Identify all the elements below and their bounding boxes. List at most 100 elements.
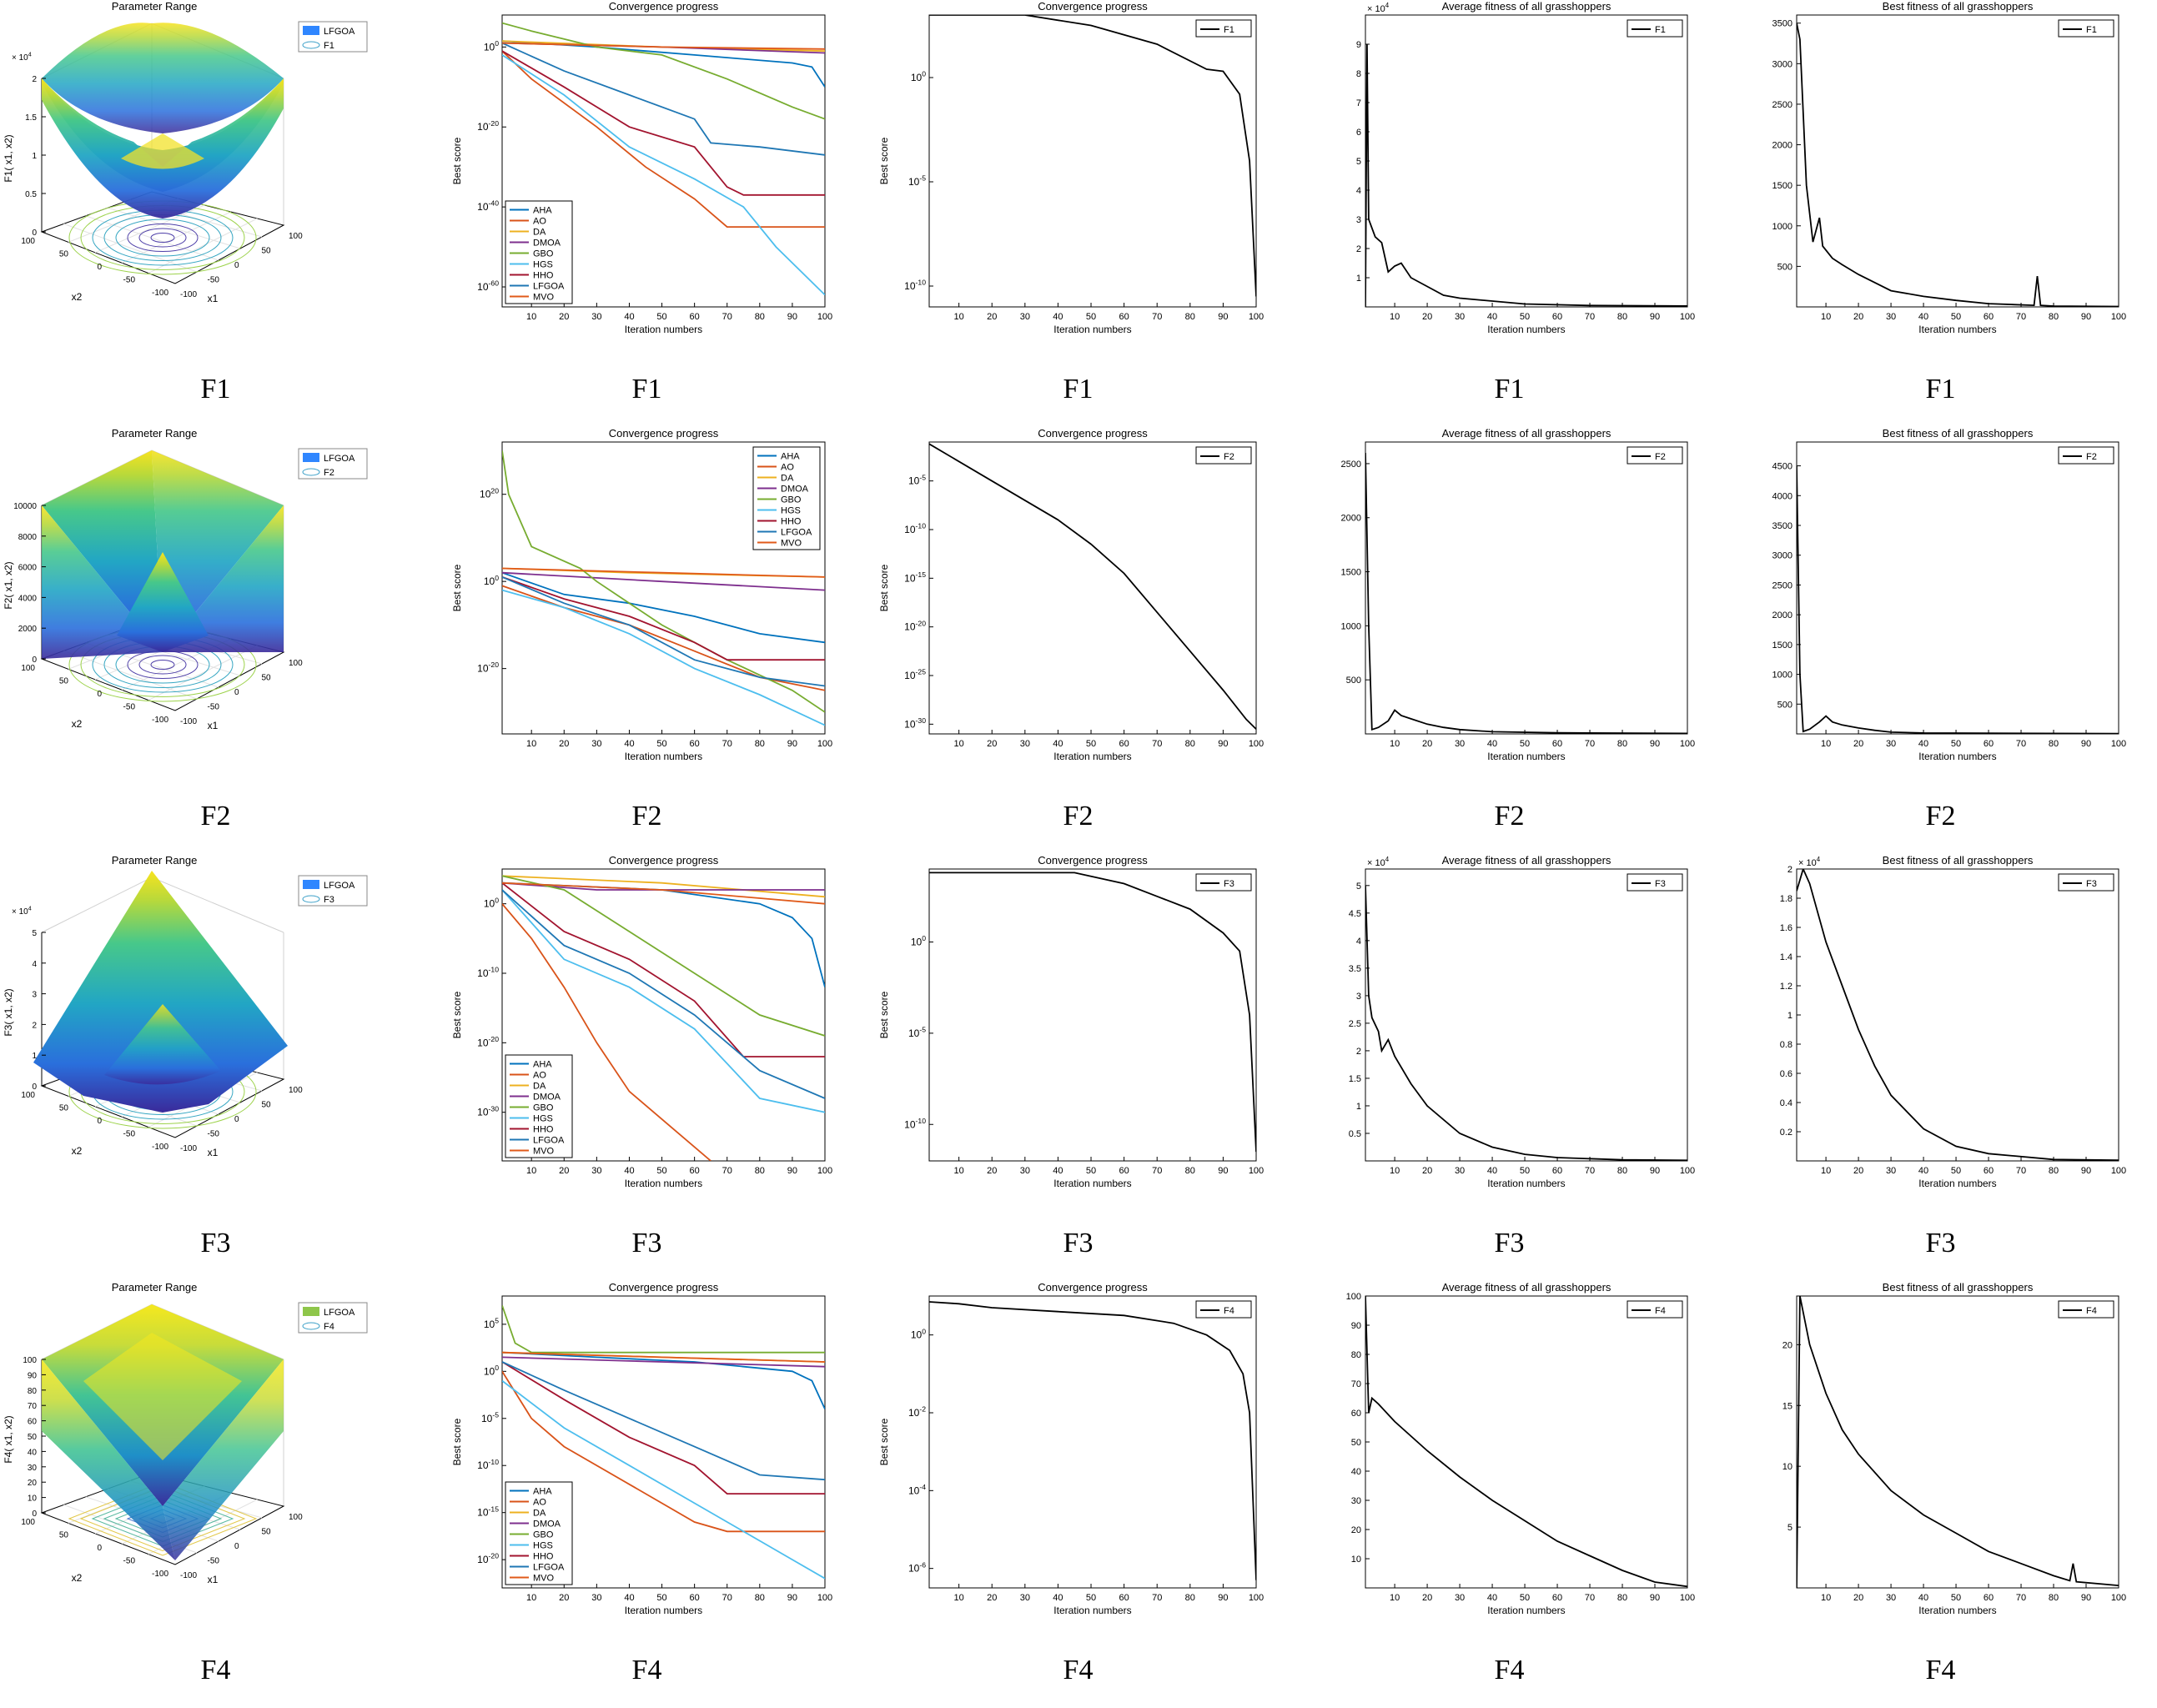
- series-line-f1: [1365, 43, 1687, 307]
- y-tick-label: 10-6: [908, 1560, 926, 1574]
- panel-f3-col5: Best fitness of all grasshoppers 10 20 30 40…: [1725, 854, 2156, 1281]
- y-tick-label: 10: [1351, 1555, 1361, 1565]
- x-tick-label: 70: [2016, 739, 2026, 749]
- y-tick-label: 100: [911, 934, 926, 947]
- series-line-mvo: [502, 42, 825, 50]
- series-group: [1365, 43, 1687, 307]
- series-line-mvo: [502, 567, 825, 578]
- y-tick-label: 10-5: [908, 473, 926, 486]
- y-tick-label: 10-20: [477, 119, 499, 133]
- surface-center: [117, 552, 209, 652]
- y-tick-label: 10-30: [904, 716, 926, 730]
- x-tick-label: 50: [656, 1166, 666, 1176]
- panel-caption: F3: [200, 1228, 231, 1258]
- legend-label: DA: [533, 1082, 546, 1092]
- x-tick-label: 30: [1020, 1166, 1030, 1176]
- y-tick-label: 8: [1356, 69, 1361, 79]
- contour-line: [127, 651, 199, 679]
- x-tick-label: 30: [1455, 739, 1465, 749]
- z-tick-label: 90: [28, 1371, 38, 1380]
- series-group: [1797, 869, 2119, 1161]
- surface-wing: [42, 450, 163, 652]
- x-tick-label: 30: [591, 1166, 601, 1176]
- plot-frame: [1365, 868, 1688, 1162]
- x-tick-label: 80: [2049, 739, 2059, 749]
- x-tick-label: 30: [1886, 1166, 1896, 1176]
- x-axis-label: Iteration numbers: [625, 1605, 702, 1616]
- panel-f2-col4: Average fitness of all grasshoppers 10 20 3…: [1294, 427, 1725, 854]
- x-tick-label: 20: [559, 1593, 569, 1603]
- y-tick-label: 1.6: [1780, 923, 1792, 933]
- x-tick-label: -50: [208, 703, 220, 712]
- y-tick-label: 10-10: [477, 966, 499, 979]
- x-tick-label: 100: [1249, 1593, 1264, 1603]
- series-line-ao: [502, 1370, 825, 1533]
- x-tick-label: 70: [722, 1166, 732, 1176]
- x-axis-label: Iteration numbers: [1053, 1178, 1131, 1189]
- z-tick-label: 4: [32, 960, 37, 969]
- x-tick-label: -100: [180, 1571, 197, 1580]
- panel-f2-col2: Convergence progress 10 20 30 40 50 60 70 80 90 10…: [431, 427, 862, 854]
- plot-frame: [1796, 441, 2119, 735]
- legend-label: GBO: [533, 1103, 554, 1113]
- x-tick-label: 60: [1119, 312, 1129, 322]
- z-tick-label: 0.5: [25, 190, 37, 199]
- y-tick-label: 50: [59, 1104, 69, 1113]
- x-tick-label: 50: [1951, 1166, 1961, 1176]
- panel-f1-col2: Convergence progress 10 20 30 40 50 60 70 80 90 10…: [431, 0, 862, 427]
- panel-f3-col4: Average fitness of all grasshoppers 10 20 3…: [1294, 854, 1725, 1281]
- x-tick-label: 90: [787, 1166, 797, 1176]
- legend-label: GBO: [781, 495, 802, 505]
- x-tick-label: 50: [1951, 312, 1961, 322]
- z-tick-label: 1: [32, 152, 37, 161]
- legend-box: [2058, 1300, 2114, 1319]
- x-tick-label: 100: [1249, 312, 1264, 322]
- x-tick-label: 90: [2081, 1593, 2091, 1603]
- x-tick-label: 40: [1487, 739, 1497, 749]
- y-tick-label: 10-2: [908, 1405, 926, 1419]
- y-tick-label: 1500: [1772, 640, 1792, 651]
- floor-grid: [85, 215, 219, 261]
- x-tick-label: 30: [1020, 312, 1030, 322]
- x-tick-label: 80: [1617, 739, 1627, 749]
- legend-label: HGS: [781, 506, 801, 516]
- y-tick-label: 5: [1787, 1523, 1792, 1533]
- legend-label: MVO: [781, 539, 802, 549]
- x-tick-label: 70: [1152, 1166, 1162, 1176]
- z-exponent-label: × 104: [12, 905, 32, 917]
- x-axis-label: x1: [208, 720, 219, 731]
- y-axis-label: x2: [72, 1145, 83, 1157]
- y-tick-label: -100: [152, 716, 168, 725]
- z-tick-label: 10: [28, 1494, 38, 1504]
- x-tick-label: 50: [262, 1101, 272, 1110]
- x-tick-label: 100: [2111, 1166, 2126, 1176]
- y-tick-label: 100: [484, 39, 499, 53]
- y-tick-label: 100: [484, 574, 499, 587]
- legend-label: AO: [533, 1071, 546, 1081]
- floor-grid: [63, 650, 198, 700]
- floor-grid: [148, 645, 258, 701]
- x-tick-label: 50: [1951, 1593, 1961, 1603]
- x-axis-label: Iteration numbers: [1918, 1178, 1996, 1189]
- panel-caption: F3: [1925, 1228, 1956, 1258]
- x-tick-label: 10: [526, 739, 536, 749]
- x-tick-label: 70: [1585, 1593, 1595, 1603]
- panel-caption: F2: [631, 801, 662, 831]
- chart-title: Average fitness of all grasshoppers: [1442, 854, 1611, 867]
- y-tick-label: 1.2: [1780, 982, 1792, 992]
- surface-rim: [42, 23, 284, 133]
- series-group: [502, 450, 825, 726]
- legend-label: AHA: [781, 452, 800, 462]
- floor-grid: [94, 204, 205, 254]
- panel-caption: F3: [631, 1228, 662, 1258]
- panel-caption: F3: [1063, 1228, 1094, 1258]
- x-tick-label: 100: [1249, 739, 1264, 749]
- y-axis-label: x2: [72, 718, 83, 730]
- plot-frame: [501, 14, 826, 308]
- y-tick-label: 50: [1351, 1438, 1361, 1448]
- panel-f4-col4: Average fitness of all grasshoppers 10 20 3…: [1294, 1281, 1725, 1708]
- chart-svg: Convergence progress 10 20 30 40 50 60 70 80 90 10…: [451, 1281, 832, 1616]
- chart-svg: Best fitness of all grasshoppers 10 20 30 40…: [1782, 1281, 2126, 1616]
- x-tick-label: 80: [1185, 312, 1195, 322]
- series-group: [929, 443, 1256, 730]
